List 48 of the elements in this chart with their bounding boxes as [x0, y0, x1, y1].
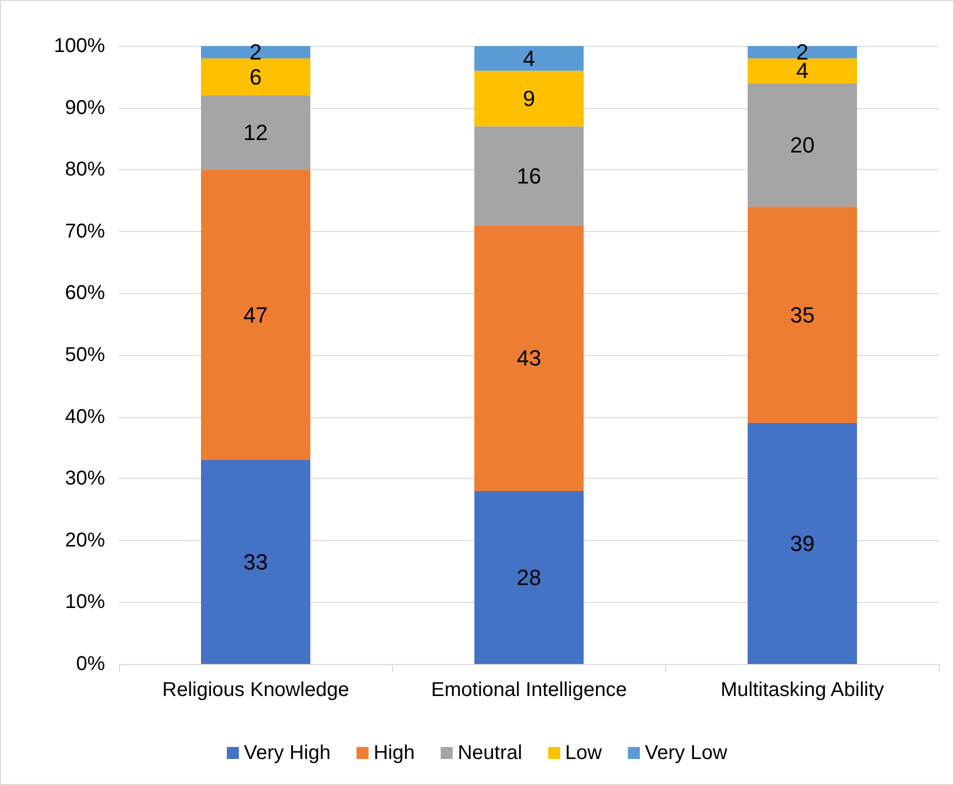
y-tick-label: 20%	[64, 529, 106, 552]
legend-label: Very Low	[644, 742, 728, 764]
legend-label: Very High	[244, 742, 331, 764]
data-label: 47	[243, 302, 268, 328]
bar	[748, 46, 857, 58]
bar	[201, 58, 310, 96]
data-label: 2	[250, 40, 262, 65]
data-label: 9	[522, 86, 536, 112]
bar	[201, 170, 310, 460]
y-tick-label: 90%	[64, 96, 106, 119]
data-label: 43	[516, 346, 542, 371]
y-tick-label: 70%	[64, 220, 106, 242]
bar	[748, 83, 857, 207]
bar	[201, 46, 310, 58]
y-tick-label: 40%	[64, 406, 106, 428]
y-tick-label: 50%	[64, 344, 106, 366]
legend-label: Low	[565, 742, 602, 764]
bar	[474, 126, 584, 226]
legend-label: Neutral	[458, 742, 522, 764]
data-label: 6	[250, 64, 262, 90]
y-tick-label: 0%	[76, 653, 106, 675]
x-tick-label: Religious Knowledge	[162, 679, 350, 701]
data-label: 4	[796, 58, 808, 84]
bar	[474, 490, 584, 664]
bar	[748, 206, 857, 423]
bar	[474, 70, 584, 126]
x-tick-label: Emotional Intelligence	[431, 679, 627, 701]
data-label: 39	[790, 530, 815, 556]
data-label: 12	[243, 120, 268, 146]
legend-label: High	[374, 742, 415, 764]
data-label: 20	[790, 132, 815, 158]
x-tick-label: Multitasking Ability	[720, 679, 884, 701]
bar	[748, 58, 857, 84]
y-tick-label: 80%	[64, 158, 106, 181]
data-label: 16	[516, 163, 542, 188]
data-label: 35	[790, 302, 815, 328]
y-tick-label: 30%	[64, 468, 106, 490]
bar	[201, 95, 310, 170]
bar	[474, 225, 584, 491]
bar	[201, 460, 310, 664]
y-tick-label: 60%	[64, 282, 106, 304]
data-label: 4	[522, 46, 536, 71]
y-tick-label: 100%	[54, 35, 106, 57]
data-label: 28	[516, 564, 542, 590]
y-tick-label: 10%	[64, 591, 106, 614]
data-label: 33	[243, 550, 268, 575]
bar	[748, 422, 857, 664]
bar	[474, 46, 584, 71]
